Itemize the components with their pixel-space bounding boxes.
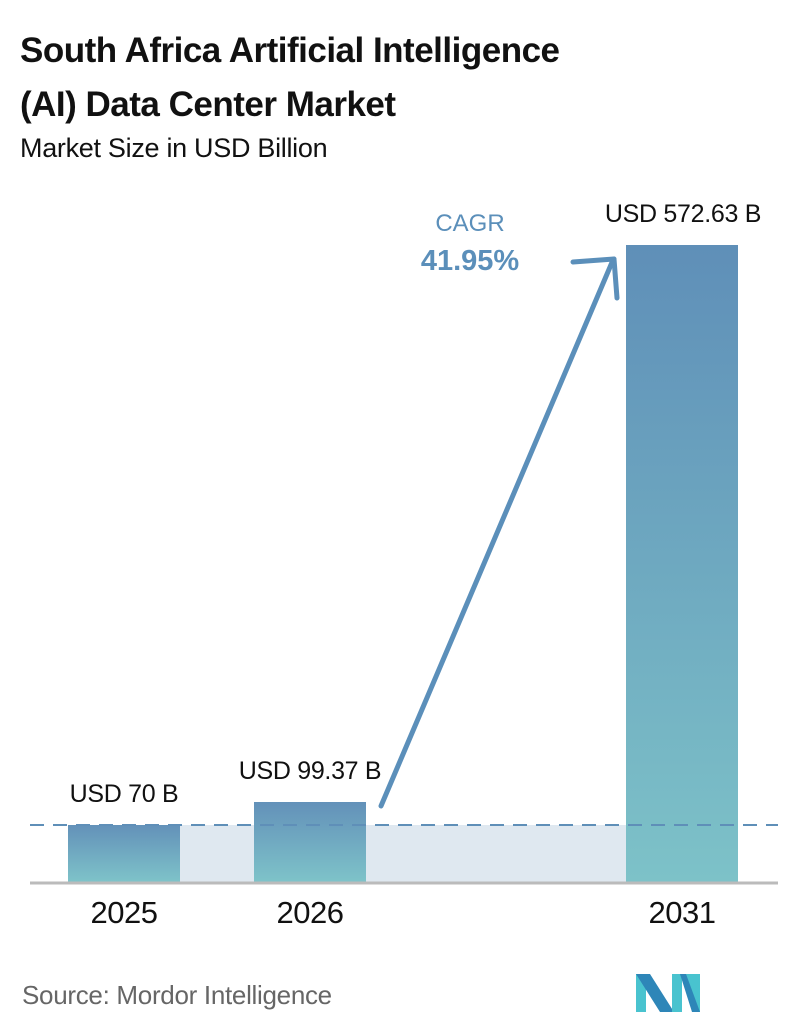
x-axis-tick-label: 2025 bbox=[90, 895, 158, 930]
chart-title-line2: (AI) Data Center Market bbox=[20, 85, 396, 124]
bar-2025 bbox=[68, 825, 180, 882]
cagr-value: 41.95% bbox=[420, 245, 520, 277]
source-text: Source: Mordor Intelligence bbox=[22, 980, 332, 1010]
cagr-label: CAGR bbox=[435, 210, 505, 237]
mordor-intelligence-logo-icon bbox=[636, 974, 700, 1012]
x-axis-tick-label: 2031 bbox=[648, 895, 716, 930]
bar-value-label: USD 70 B bbox=[69, 780, 179, 808]
x-axis-tick-label: 2026 bbox=[276, 895, 344, 930]
bar-value-label: USD 572.63 B bbox=[604, 200, 762, 228]
cagr-arrow-icon bbox=[378, 256, 620, 809]
chart-title: South Africa Artificial Intelligence (AI… bbox=[20, 24, 560, 132]
chart-title-line1: South Africa Artificial Intelligence bbox=[20, 31, 560, 70]
chart-subtitle: Market Size in USD Billion bbox=[20, 133, 328, 163]
bar-2026 bbox=[254, 802, 366, 882]
bar-value-label: USD 99.37 B bbox=[238, 757, 382, 785]
bar-2031 bbox=[626, 245, 738, 882]
